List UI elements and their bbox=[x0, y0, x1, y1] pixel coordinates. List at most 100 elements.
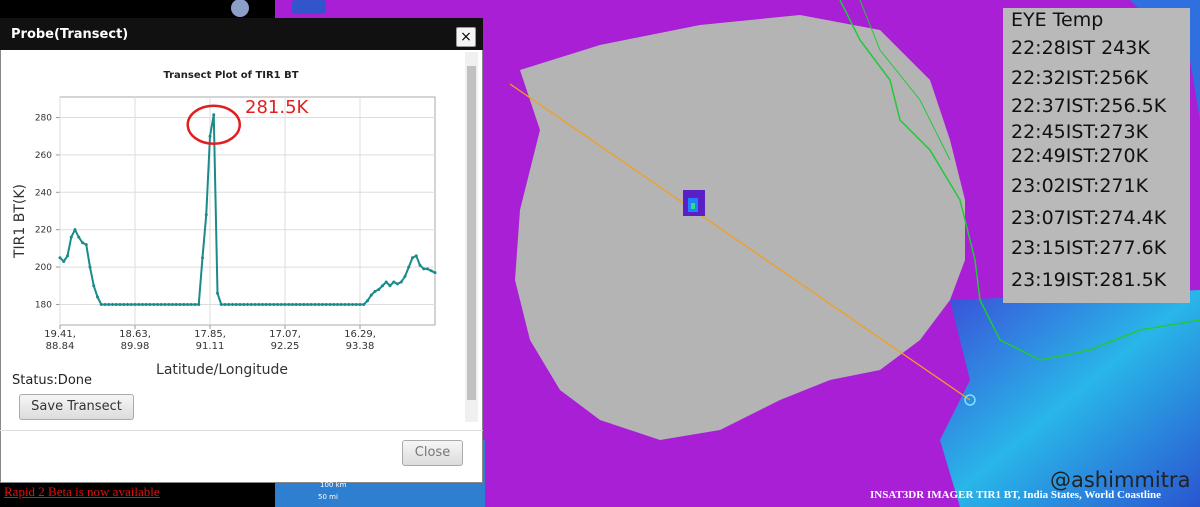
data-point bbox=[313, 302, 317, 306]
scrollbar-thumb[interactable] bbox=[467, 66, 476, 400]
data-point bbox=[418, 263, 422, 267]
data-point bbox=[126, 302, 129, 306]
data-point bbox=[264, 302, 268, 306]
dialog-close-icon[interactable]: × bbox=[456, 27, 476, 47]
data-point bbox=[261, 302, 264, 306]
data-point bbox=[392, 280, 396, 284]
data-point bbox=[182, 302, 186, 306]
data-point bbox=[433, 271, 437, 275]
data-point bbox=[291, 302, 294, 306]
divider bbox=[0, 430, 483, 431]
annotation-title: EYE Temp bbox=[1011, 9, 1104, 31]
scale-label: 50 mi bbox=[318, 493, 338, 501]
coastline bbox=[859, 0, 951, 161]
data-point bbox=[129, 302, 133, 306]
data-point bbox=[62, 259, 66, 263]
cloud-field bbox=[940, 290, 1200, 507]
transect-end[interactable] bbox=[964, 394, 976, 406]
dialog-title: Probe(Transect) bbox=[11, 27, 129, 42]
data-point bbox=[351, 302, 354, 306]
data-point bbox=[399, 280, 403, 284]
transect-chart: Transect Plot of TIR1 BT TIR1 BT(K) Lati… bbox=[12, 70, 437, 378]
data-point bbox=[152, 302, 156, 306]
data-point bbox=[242, 302, 246, 306]
scale-label: 100 km bbox=[320, 481, 347, 489]
data-point bbox=[238, 302, 242, 306]
annotation-line: 23:19IST:281.5K bbox=[1011, 269, 1167, 291]
data-point bbox=[377, 287, 381, 291]
annotation-box bbox=[1003, 8, 1190, 303]
data-point bbox=[396, 282, 399, 286]
data-point bbox=[302, 302, 306, 306]
data-point bbox=[362, 302, 366, 306]
data-point bbox=[141, 302, 144, 306]
data-point bbox=[249, 302, 253, 306]
data-point bbox=[339, 302, 343, 306]
data-point bbox=[103, 302, 107, 306]
data-point bbox=[381, 284, 384, 288]
y-tick-label: 280 bbox=[35, 114, 52, 124]
data-point bbox=[171, 302, 174, 306]
data-point bbox=[347, 302, 351, 306]
y-tick-label: 240 bbox=[35, 188, 52, 198]
annotation-line: 22:49IST:270K bbox=[1011, 145, 1149, 167]
data-point bbox=[317, 302, 321, 306]
data-point bbox=[204, 213, 208, 217]
data-point bbox=[174, 302, 178, 306]
data-point bbox=[257, 302, 261, 306]
data-point bbox=[99, 302, 103, 306]
data-point bbox=[324, 302, 328, 306]
status-text: Status:Done bbox=[12, 373, 93, 388]
data-point bbox=[167, 302, 171, 306]
data-point bbox=[208, 134, 212, 138]
data-point bbox=[373, 289, 377, 293]
transect-line bbox=[509, 83, 971, 401]
data-point bbox=[354, 302, 358, 306]
data-point bbox=[231, 302, 234, 306]
nav-control[interactable] bbox=[292, 0, 326, 14]
nav-control[interactable] bbox=[231, 0, 249, 17]
y-tick-label: 260 bbox=[35, 151, 52, 161]
data-point bbox=[144, 302, 148, 306]
data-point bbox=[414, 254, 418, 258]
data-point bbox=[279, 302, 283, 306]
data-point bbox=[186, 302, 189, 306]
close-button[interactable]: Close bbox=[402, 440, 463, 466]
y-tick-label: 220 bbox=[35, 226, 52, 236]
coastline bbox=[839, 0, 1200, 361]
x-tick-label: 18.63, 89.98 bbox=[119, 329, 151, 352]
beta-link[interactable]: Rapid 2 Beta is now available bbox=[4, 484, 160, 499]
data-point bbox=[332, 302, 336, 306]
data-point bbox=[212, 113, 216, 117]
annotation-line: 23:02IST:271K bbox=[1011, 175, 1149, 197]
data-point bbox=[159, 302, 163, 306]
save-button[interactable]: Save Transect bbox=[19, 394, 134, 420]
data-line bbox=[59, 114, 436, 306]
data-point bbox=[216, 291, 219, 295]
data-point bbox=[343, 302, 347, 306]
data-point bbox=[227, 302, 231, 306]
data-point bbox=[201, 256, 204, 260]
data-point bbox=[81, 241, 84, 245]
credit: @ashimmitra bbox=[1050, 468, 1191, 492]
data-point bbox=[366, 299, 369, 303]
data-point bbox=[118, 302, 122, 306]
annotation-line: 22:28IST 243K bbox=[1011, 37, 1150, 59]
x-tick-label: 16.29, 93.38 bbox=[344, 329, 376, 352]
x-tick-label: 17.85, 91.11 bbox=[194, 329, 226, 352]
data-point bbox=[88, 265, 92, 269]
data-point bbox=[137, 302, 141, 306]
data-point bbox=[276, 302, 279, 306]
data-point bbox=[407, 265, 411, 269]
data-point bbox=[193, 302, 197, 306]
cloud-mass bbox=[515, 15, 965, 440]
peak-highlight bbox=[186, 104, 241, 146]
data-point bbox=[306, 302, 309, 306]
data-point bbox=[92, 284, 96, 288]
data-point bbox=[133, 302, 137, 306]
data-point bbox=[234, 302, 238, 306]
data-point bbox=[294, 302, 298, 306]
data-point bbox=[384, 280, 388, 284]
data-point bbox=[328, 302, 332, 306]
data-point bbox=[321, 302, 324, 306]
